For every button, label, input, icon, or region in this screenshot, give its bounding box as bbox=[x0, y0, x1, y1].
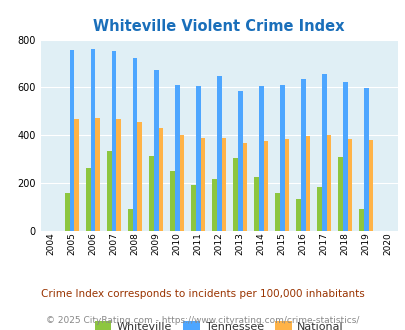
Bar bbox=[149, 156, 153, 231]
Bar bbox=[317, 187, 321, 231]
Legend: Whiteville, Tennessee, National: Whiteville, Tennessee, National bbox=[90, 317, 347, 330]
Bar bbox=[65, 193, 70, 231]
Bar bbox=[237, 90, 242, 231]
Bar bbox=[342, 82, 347, 231]
Bar bbox=[170, 171, 175, 231]
Text: Crime Index corresponds to incidents per 100,000 inhabitants: Crime Index corresponds to incidents per… bbox=[41, 289, 364, 299]
Bar bbox=[326, 135, 330, 231]
Bar bbox=[321, 74, 326, 231]
Bar bbox=[200, 138, 205, 231]
Bar bbox=[258, 86, 263, 231]
Bar bbox=[216, 77, 221, 231]
Bar bbox=[275, 193, 279, 231]
Bar bbox=[212, 179, 216, 231]
Bar bbox=[347, 139, 352, 231]
Bar bbox=[363, 88, 368, 231]
Bar bbox=[368, 140, 372, 231]
Bar bbox=[191, 185, 196, 231]
Bar bbox=[86, 168, 91, 231]
Bar bbox=[91, 49, 95, 231]
Bar bbox=[153, 71, 158, 231]
Bar bbox=[221, 138, 226, 231]
Bar bbox=[179, 135, 184, 231]
Bar bbox=[196, 86, 200, 231]
Bar bbox=[158, 128, 163, 231]
Bar bbox=[284, 139, 288, 231]
Bar bbox=[128, 210, 132, 231]
Bar bbox=[111, 50, 116, 231]
Bar bbox=[175, 84, 179, 231]
Bar bbox=[116, 119, 121, 231]
Title: Whiteville Violent Crime Index: Whiteville Violent Crime Index bbox=[93, 19, 344, 34]
Bar bbox=[70, 50, 74, 231]
Bar bbox=[132, 58, 137, 231]
Bar bbox=[279, 85, 284, 231]
Bar bbox=[338, 157, 342, 231]
Bar bbox=[300, 79, 305, 231]
Bar bbox=[107, 151, 111, 231]
Bar bbox=[233, 158, 237, 231]
Bar bbox=[254, 178, 258, 231]
Bar bbox=[358, 210, 363, 231]
Bar bbox=[74, 119, 79, 231]
Text: © 2025 CityRating.com - https://www.cityrating.com/crime-statistics/: © 2025 CityRating.com - https://www.city… bbox=[46, 315, 359, 325]
Bar bbox=[95, 117, 100, 231]
Bar bbox=[242, 143, 247, 231]
Bar bbox=[137, 122, 142, 231]
Bar bbox=[296, 199, 300, 231]
Bar bbox=[263, 141, 268, 231]
Bar bbox=[305, 136, 309, 231]
